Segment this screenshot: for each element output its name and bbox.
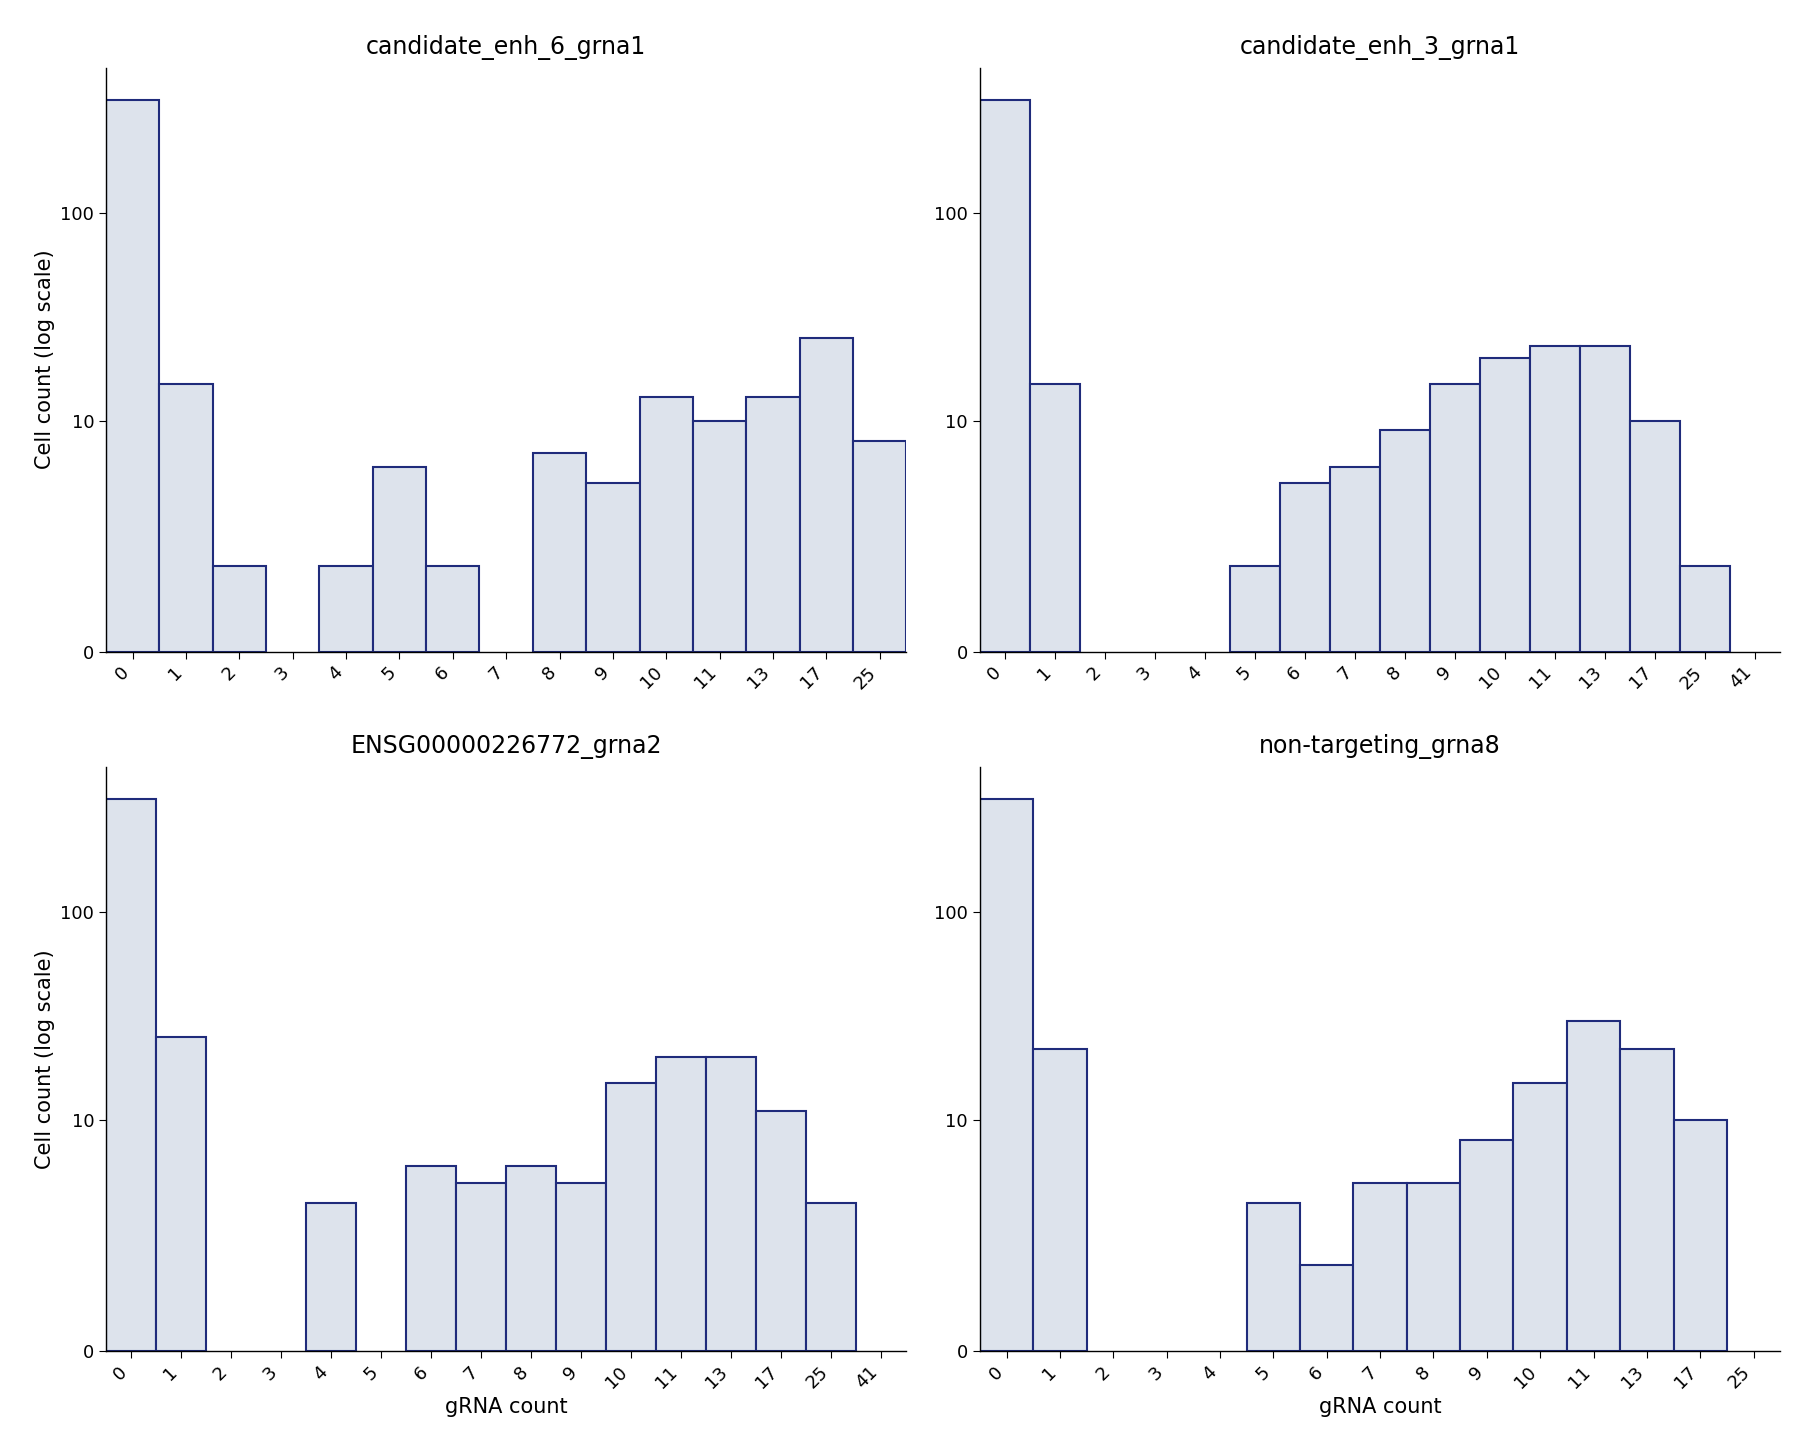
Y-axis label: Cell count (log scale): Cell count (log scale) — [34, 250, 54, 469]
Bar — [455, 1182, 506, 1350]
Bar — [1673, 1119, 1725, 1350]
Bar — [1529, 346, 1580, 652]
X-axis label: gRNA count: gRNA count — [444, 1397, 568, 1417]
Bar — [1406, 1182, 1458, 1350]
Title: non-targeting_grna8: non-targeting_grna8 — [1259, 735, 1500, 759]
Bar — [506, 1166, 555, 1350]
Bar — [307, 1202, 356, 1350]
Bar — [1429, 385, 1478, 652]
Bar — [1029, 385, 1079, 652]
Bar — [800, 338, 853, 652]
Bar — [105, 100, 160, 652]
Bar — [1330, 466, 1379, 652]
Bar — [1458, 1140, 1513, 1350]
Bar — [853, 441, 905, 652]
Bar — [1299, 1265, 1353, 1350]
Bar — [1513, 1083, 1565, 1350]
Bar — [1620, 1048, 1673, 1350]
Bar — [426, 566, 479, 652]
Bar — [160, 385, 212, 652]
Bar — [746, 396, 800, 652]
Title: candidate_enh_3_grna1: candidate_enh_3_grna1 — [1239, 35, 1520, 60]
Bar — [980, 100, 1029, 652]
Title: ENSG00000226772_grna2: ENSG00000226772_grna2 — [350, 735, 662, 759]
Bar — [1279, 484, 1330, 652]
Bar — [657, 1057, 706, 1350]
Title: candidate_enh_6_grna1: candidate_enh_6_grna1 — [366, 35, 646, 60]
Bar — [1478, 359, 1529, 652]
Bar — [606, 1083, 657, 1350]
Bar — [156, 1037, 207, 1350]
Bar — [706, 1057, 756, 1350]
Bar — [586, 484, 639, 652]
Bar — [555, 1182, 606, 1350]
Bar — [805, 1202, 856, 1350]
Y-axis label: Cell count (log scale): Cell count (log scale) — [34, 950, 54, 1169]
X-axis label: gRNA count: gRNA count — [1319, 1397, 1440, 1417]
Bar — [1353, 1182, 1406, 1350]
Bar — [1565, 1021, 1620, 1350]
Bar — [105, 799, 156, 1350]
Bar — [980, 799, 1032, 1350]
Bar — [1379, 430, 1429, 652]
Bar — [319, 566, 372, 652]
Bar — [372, 466, 426, 652]
Bar — [406, 1166, 455, 1350]
Bar — [1246, 1202, 1299, 1350]
Bar — [1680, 566, 1729, 652]
Bar — [1629, 421, 1680, 652]
Bar — [212, 566, 267, 652]
Bar — [639, 396, 693, 652]
Bar — [756, 1111, 805, 1350]
Bar — [533, 453, 586, 652]
Bar — [1580, 346, 1629, 652]
Bar — [1230, 566, 1279, 652]
Bar — [693, 421, 746, 652]
Bar — [1032, 1048, 1087, 1350]
